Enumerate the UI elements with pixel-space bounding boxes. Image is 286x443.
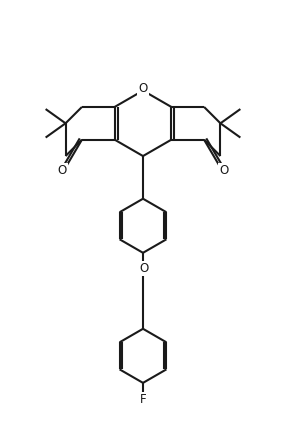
Text: O: O — [138, 82, 148, 95]
Text: O: O — [57, 164, 67, 177]
Text: F: F — [140, 392, 146, 406]
Text: O: O — [219, 164, 229, 177]
Text: O: O — [140, 262, 149, 275]
